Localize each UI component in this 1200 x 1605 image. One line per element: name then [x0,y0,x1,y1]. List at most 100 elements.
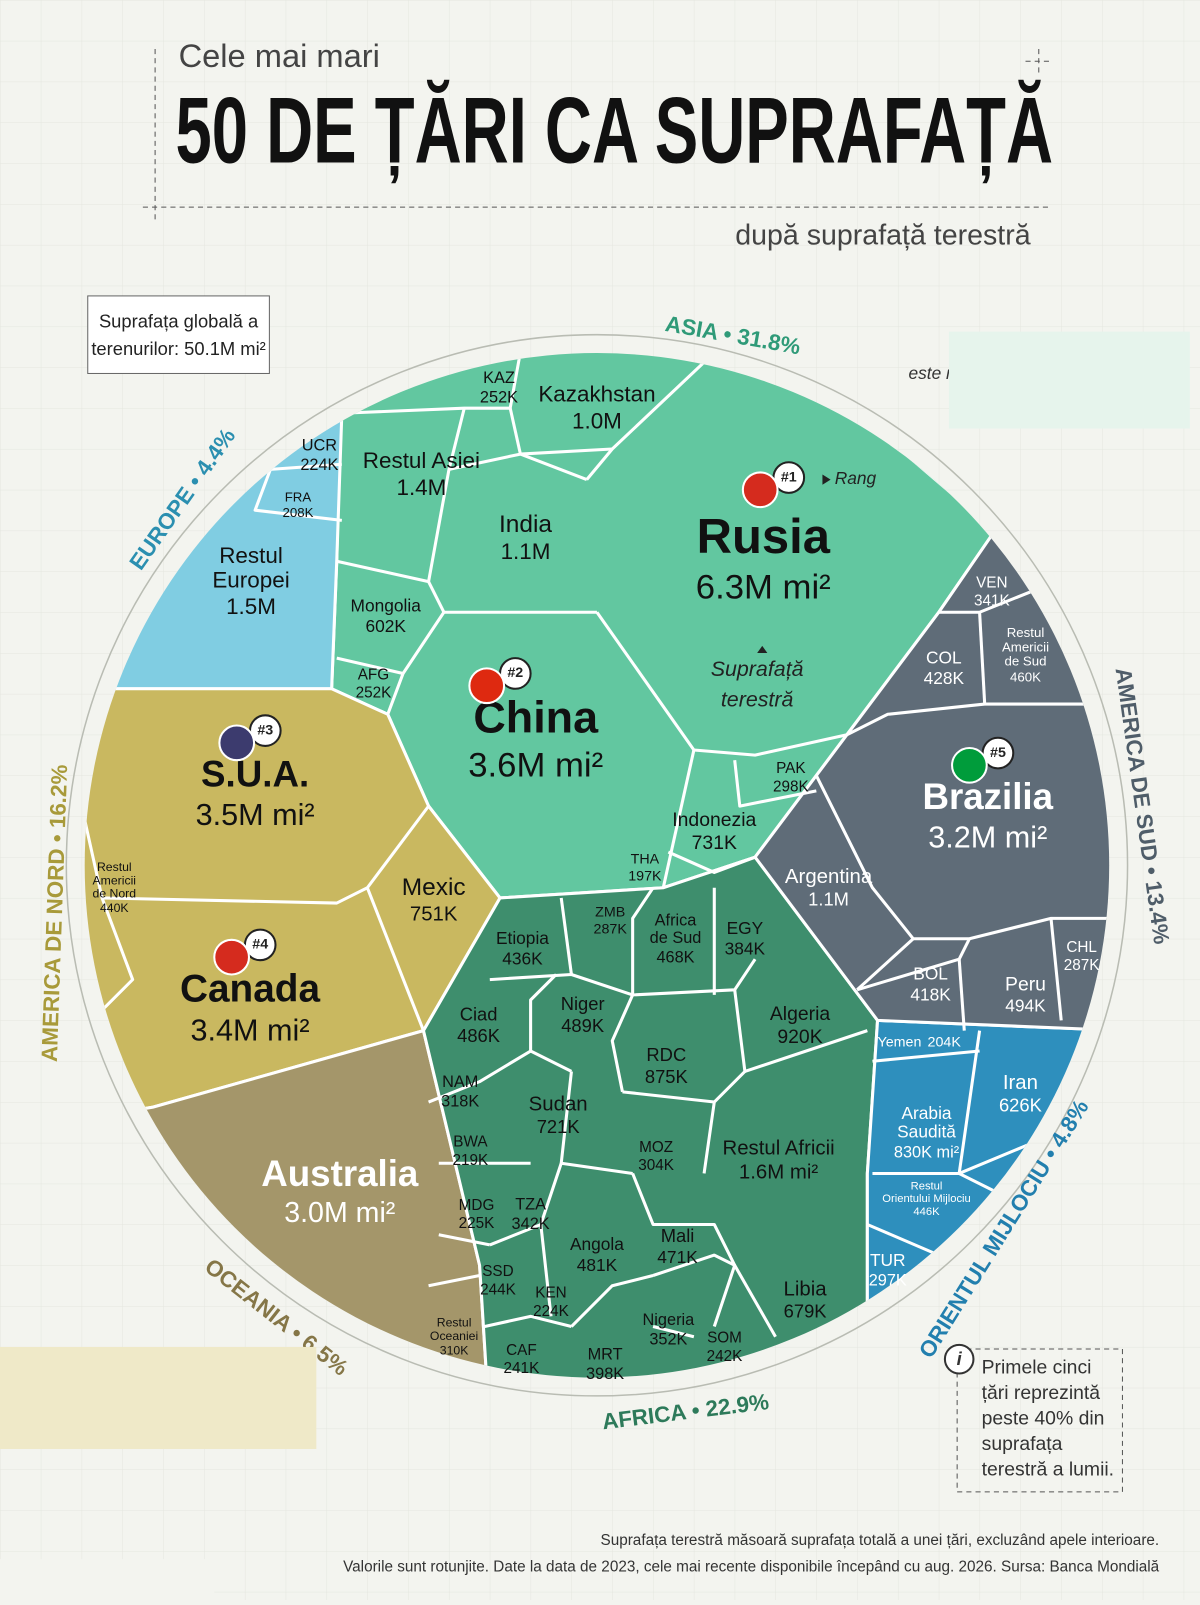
cell-value: 3.4M mi² [190,1013,309,1047]
cell-value: 460K [1010,669,1041,684]
cell-value: 224K [533,1303,570,1320]
title: 50 DE ȚĂRI CA SUPRAFAȚĂ [176,78,1054,184]
cell-name: VEN [976,574,1007,591]
cell-name: Americii [1002,639,1049,654]
cell-value: 219K [453,1152,490,1169]
cell-name: Rusia [697,510,831,564]
cell-border [622,1090,715,1104]
flag [951,746,988,784]
cell-value: 287K [594,921,628,937]
rank-label: #1 [781,469,797,485]
cell-border [365,887,425,1032]
cell-name: Americii [93,873,137,887]
cell-name: RDC [646,1044,686,1065]
cell-border [84,805,430,905]
cell-value: 494K [1005,996,1046,1016]
cell-name: AFG [358,666,389,683]
cell-value: 830K mi² [894,1143,960,1161]
cell-border [595,611,848,757]
cell-name: Peru [1005,973,1046,995]
footer-line: Suprafața terestră măsoară suprafața tot… [601,1532,1160,1549]
cell-name: Indonezia [672,809,756,831]
cell-name: Saudită [897,1122,956,1142]
cell-name: UCR [302,436,338,454]
info-icon [943,1343,975,1375]
cell-name: Mali [661,1225,695,1246]
cell-value: 252K [480,389,518,407]
cell-border [712,1264,737,1328]
cell-border [336,656,404,675]
cell-border [652,1325,695,1339]
kicker: Cele mai mari [179,37,380,74]
cell-name: Iran [1003,1072,1038,1094]
global-box [87,295,270,374]
flag [218,724,256,762]
cell-value: 341K [974,593,1011,610]
cell-value: 751K [410,904,458,926]
cell-border [978,612,987,705]
cell-border [448,452,588,482]
cell-border [652,1253,777,1338]
cell-name: KAZ [483,369,515,387]
land-area-annotation: Suprafață [711,657,804,681]
cell-value: 1.4M [396,475,446,500]
cell-name: MDG [459,1197,495,1214]
cell-value: 446K [913,1206,940,1218]
rank-arrow [822,474,831,485]
cell-border [336,559,446,613]
cell-name: Mexic [402,874,466,901]
cell-value: 721K [537,1116,581,1137]
note-line: terestră a lumii. [982,1459,1114,1481]
cell-name: Restul Africii [722,1137,834,1159]
global-box-line: Suprafața globală a [99,310,259,331]
cell-value: 1.1M [808,888,849,909]
rank-label: #3 [257,722,273,738]
cell-name: S.U.A. [201,754,309,795]
cell-name: Arabia [901,1103,951,1123]
cell-value: 602K [365,616,406,636]
rank-label: #2 [507,665,523,681]
cell-border [631,886,655,995]
cell-name: India [499,511,552,538]
cell-name: BOL [913,964,948,984]
cell-border [631,1172,737,1266]
cell-name: Restul [911,1181,943,1193]
note-bg [0,1346,317,1449]
cell-value: 679K [784,1301,828,1322]
region-area [753,508,1110,1033]
cell-name: Argentina [785,866,873,888]
cell-name: PAK [776,760,806,777]
frame-guides [142,48,1052,220]
cell-name: Restul [437,1316,472,1330]
footer-line: Valorile sunt rotunjite. Date la data de… [343,1558,1160,1575]
cell-name: TUR [870,1250,906,1270]
cell-border [957,959,966,1031]
cell-value: 1.6M mi² [739,1162,819,1184]
cell-border [428,1049,532,1104]
cell-value: 352K [649,1330,687,1348]
land-area-arrow [757,645,768,654]
cell-value: 3.6M mi² [468,747,603,785]
cell-value: 428K [924,668,965,688]
cell-border [733,760,817,808]
cell-value: 244K [480,1281,517,1298]
cell-value: 384K [725,938,766,958]
cell-border [667,850,756,874]
cell-border [529,973,573,1073]
cell-value: 1.0M [572,408,622,433]
cell-value: 252K [356,685,393,702]
cell-border [438,1233,491,1247]
cell-name: Restul Asiei [363,448,480,473]
cell-value: 489K [561,1015,605,1036]
cell-value: 208K [282,505,313,520]
global-box-line: terenurilor: 50.1M mi² [91,338,265,359]
cell-name: Orientului Mijlociu [882,1193,971,1205]
cell-value: 204K [928,1035,962,1051]
cell-name: ZMB [595,904,625,920]
info-box [956,1348,1123,1493]
land-area-annotation: terestră [721,688,794,712]
cell-name: Restul [219,543,283,568]
cell-value: 298K [773,778,810,795]
